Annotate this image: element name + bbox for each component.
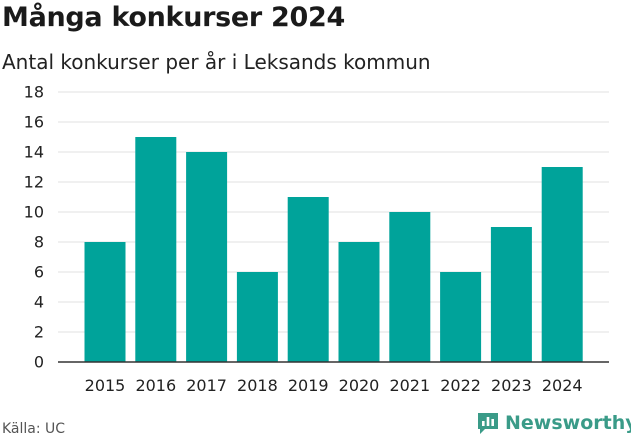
y-tick-label: 12 [24,173,44,192]
brand-name: Newsworthy [505,412,631,434]
y-tick-label: 10 [24,203,44,222]
bar-2018 [236,272,278,362]
bar-2022 [440,272,482,362]
x-tick-label: 2024 [542,376,583,395]
newsworthy-logo-icon [478,413,498,434]
bar-2024 [541,167,583,362]
brand-logo: Newsworthy [476,410,631,436]
y-tick-label: 0 [34,353,44,372]
x-tick-label: 2022 [440,376,481,395]
source-note: Källa: UC [2,421,66,437]
bar-2021 [389,212,431,362]
x-tick-label: 2015 [85,376,126,395]
y-tick-label: 4 [34,293,44,312]
bar-2020 [338,242,380,362]
bar-2016 [135,137,177,362]
bar-2023 [490,227,532,362]
x-tick-label: 2017 [186,376,227,395]
bar-2017 [186,152,228,362]
x-tick-label: 2016 [135,376,176,395]
x-tick-label: 2021 [389,376,430,395]
y-tick-label: 18 [24,83,44,102]
y-tick-label: 6 [34,263,44,282]
y-tick-label: 2 [34,323,44,342]
bar-2019 [287,197,329,362]
x-tick-label: 2018 [237,376,278,395]
chart-title: Många konkurser 2024 [2,2,345,33]
x-tick-label: 2023 [491,376,532,395]
chart-subtitle: Antal konkurser per år i Leksands kommun [2,50,431,74]
y-tick-label: 16 [24,113,44,132]
y-tick-label: 14 [24,143,44,162]
x-tick-label: 2019 [288,376,329,395]
bar-2015 [84,242,126,362]
x-tick-label: 2020 [339,376,380,395]
y-tick-label: 8 [34,233,44,252]
